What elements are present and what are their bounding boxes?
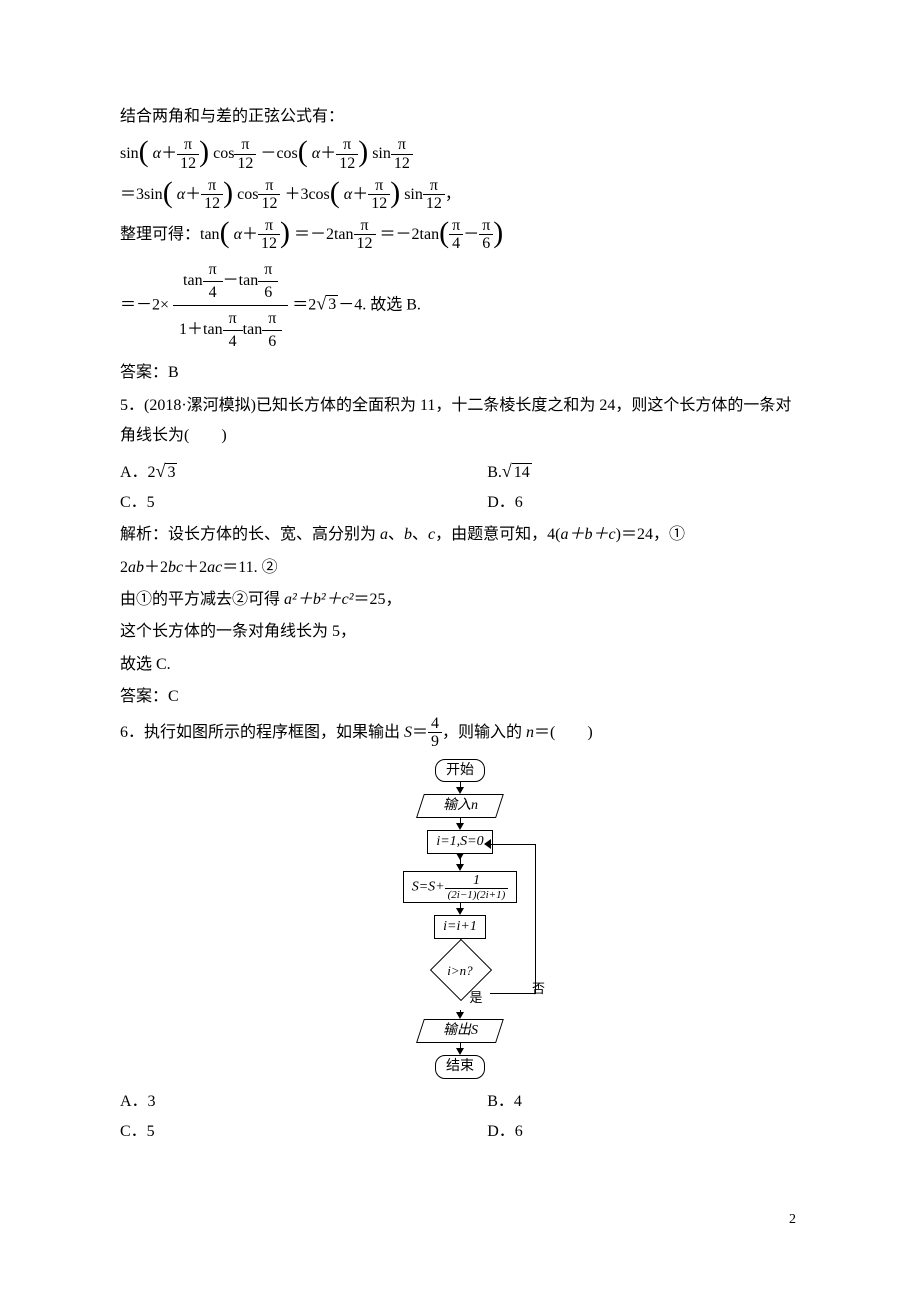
equation-2: ＝3sin( α＋π12) cosπ12 ＋3cos( α＋π12) sinπ1… [120, 177, 800, 213]
answer-b: 答案：B [120, 358, 800, 388]
intro-line: 结合两角和与差的正弦公式有： [120, 102, 800, 132]
flow-input: 输入n [416, 794, 504, 818]
equation-4: ＝－2× tanπ4－tanπ6 1＋tanπ4tanπ6 ＝2√3－4. 故选… [120, 257, 800, 354]
q5-option-d: D．6 [487, 488, 800, 518]
q5-option-a: A．2√3 [120, 454, 487, 488]
flow-output: 输出S [416, 1019, 504, 1043]
q6-stem: 6．执行如图所示的程序框图，如果输出 S＝49，则输入的 n＝( ) [120, 715, 800, 751]
flow-inc: i=i+1 [434, 915, 486, 939]
q5-sol-1: 解析：设长方体的长、宽、高分别为 a、b、c，由题意可知，4(a＋b＋c)＝24… [120, 520, 800, 550]
q5-sol-3: 由①的平方减去②可得 a²＋b²＋c²＝25， [120, 585, 800, 615]
q5-option-c: C．5 [120, 488, 487, 518]
q6-options-row1: A．3 B．4 [120, 1087, 800, 1117]
q5-sol-5: 故选 C. [120, 650, 800, 680]
q5-sol-2: 2ab＋2bc＋2ac＝11. ② [120, 553, 800, 583]
equation-1: sin( α＋π12) cosπ12 －cos( α＋π12) sinπ12 [120, 136, 800, 172]
flow-start: 开始 [435, 759, 485, 783]
q6-option-a: A．3 [120, 1087, 487, 1117]
q5-sol-4: 这个长方体的一条对角线长为 5， [120, 617, 800, 647]
flow-loop-arrow [484, 839, 491, 849]
flow-yes-label: 是 [469, 986, 482, 1011]
equation-3: 整理可得：tan( α＋π12) ＝－2tanπ12 ＝－2tan(π4－π6) [120, 217, 800, 253]
q5-options-row1: A．2√3 B.√14 [120, 454, 800, 488]
flowchart: 开始 输入n i=1,S=0 S=S+1(2i−1)(2i+1) i=i+1 i… [120, 759, 800, 1079]
flow-loop-line [490, 844, 536, 994]
flow-init: i=1,S=0 [427, 830, 492, 854]
answer-c: 答案：C [120, 682, 800, 712]
q5-options-row2: C．5 D．6 [120, 488, 800, 518]
q6-option-c: C．5 [120, 1117, 487, 1147]
q6-option-d: D．6 [487, 1117, 800, 1147]
q5-option-b: B.√14 [487, 454, 800, 488]
flow-end: 结束 [435, 1055, 485, 1079]
q6-option-b: B．4 [487, 1087, 800, 1117]
q5-stem: 5．(2018·漯河模拟)已知长方体的全面积为 11，十二条棱长度之和为 24，… [120, 391, 800, 452]
q6-options-row2: C．5 D．6 [120, 1117, 800, 1147]
page-number: 2 [120, 1207, 800, 1234]
flow-cond: i>n? [430, 954, 490, 984]
